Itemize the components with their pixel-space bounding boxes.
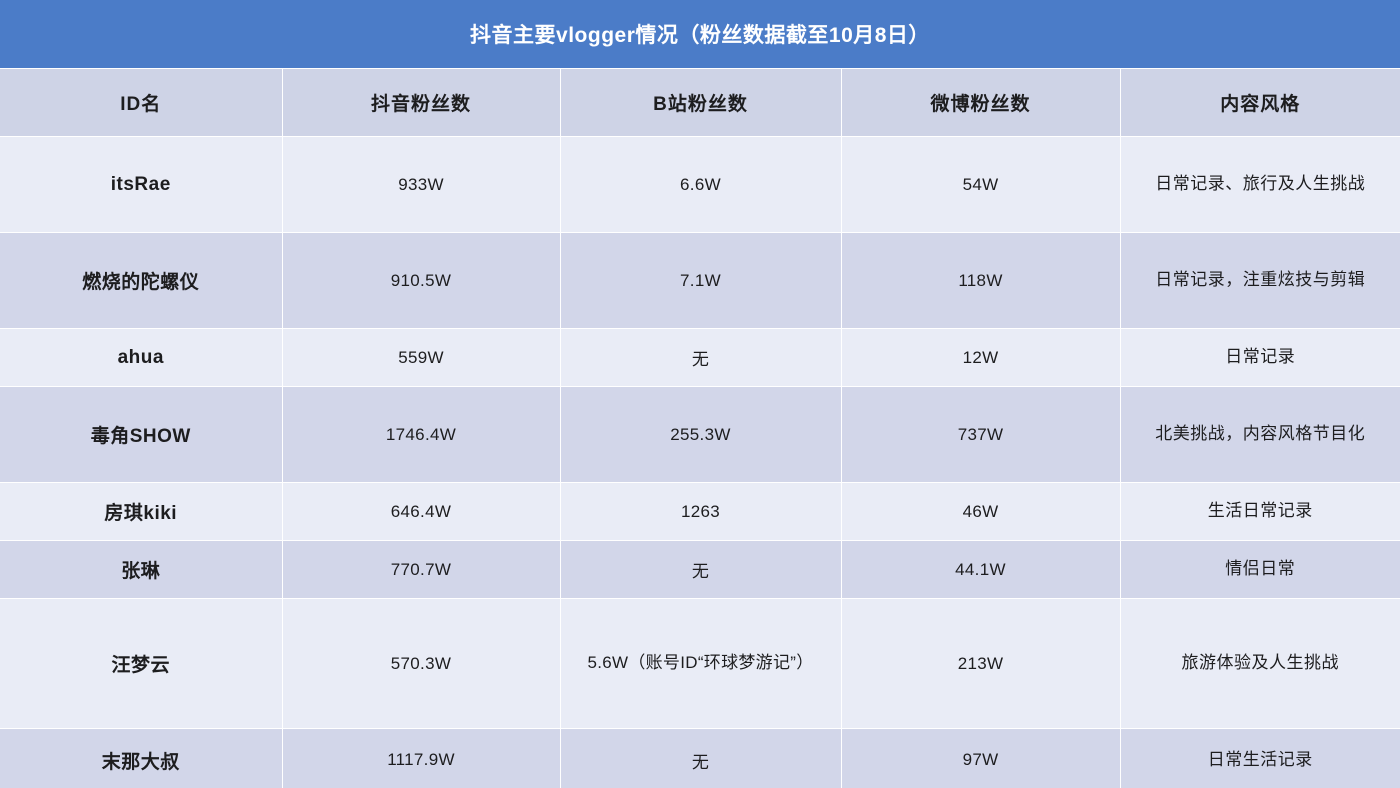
- cell-id: 燃烧的陀螺仪: [0, 232, 283, 329]
- table-body: itsRae 933W 6.6W 54W 日常记录、旅行及人生挑战 燃烧的陀螺仪…: [0, 136, 1400, 788]
- column-header-bilibili: B站粉丝数: [559, 68, 842, 137]
- column-header-style: 内容风格: [1119, 68, 1400, 137]
- cell-bilibili: 无: [559, 328, 842, 387]
- cell-style: 日常记录、旅行及人生挑战: [1119, 136, 1400, 233]
- column-header-id: ID名: [0, 68, 283, 137]
- cell-id: 房琪kiki: [0, 482, 283, 541]
- cell-douyin: 570.3W: [281, 598, 561, 729]
- cell-bilibili: 255.3W: [559, 386, 842, 483]
- table-header-row: ID名 抖音粉丝数 B站粉丝数 微博粉丝数 内容风格: [0, 68, 1400, 137]
- column-header-douyin: 抖音粉丝数: [281, 68, 561, 137]
- table-title-bar: 抖音主要vlogger情况（粉丝数据截至10月8日）: [0, 0, 1400, 68]
- cell-bilibili: 无: [559, 728, 842, 788]
- cell-style: 日常记录，注重炫技与剪辑: [1119, 232, 1400, 329]
- cell-style: 旅游体验及人生挑战: [1119, 598, 1400, 729]
- cell-weibo: 737W: [840, 386, 1121, 483]
- cell-id: 末那大叔: [0, 728, 283, 788]
- vlogger-data-table: ID名 抖音粉丝数 B站粉丝数 微博粉丝数 内容风格 itsRae 933W 6…: [0, 68, 1400, 788]
- cell-id: 毒角SHOW: [0, 386, 283, 483]
- column-header-weibo: 微博粉丝数: [840, 68, 1121, 137]
- cell-id: 汪梦云: [0, 598, 283, 729]
- cell-douyin: 559W: [281, 328, 561, 387]
- cell-id: 张琳: [0, 540, 283, 599]
- cell-douyin: 910.5W: [281, 232, 561, 329]
- cell-douyin: 646.4W: [281, 482, 561, 541]
- cell-style: 日常记录: [1119, 328, 1400, 387]
- cell-douyin: 1117.9W: [281, 728, 561, 788]
- cell-bilibili: 6.6W: [559, 136, 842, 233]
- table-row: ahua 559W 无 12W 日常记录: [0, 328, 1400, 387]
- table-header: ID名 抖音粉丝数 B站粉丝数 微博粉丝数 内容风格: [0, 68, 1400, 137]
- cell-douyin: 1746.4W: [281, 386, 561, 483]
- table-row: 燃烧的陀螺仪 910.5W 7.1W 118W 日常记录，注重炫技与剪辑: [0, 232, 1400, 329]
- cell-weibo: 54W: [840, 136, 1121, 233]
- cell-weibo: 118W: [840, 232, 1121, 329]
- page-title: 抖音主要vlogger情况（粉丝数据截至10月8日）: [470, 24, 930, 47]
- cell-style: 北美挑战，内容风格节目化: [1119, 386, 1400, 483]
- table-row: 汪梦云 570.3W 5.6W（账号ID“环球梦游记”） 213W 旅游体验及人…: [0, 598, 1400, 729]
- cell-weibo: 97W: [840, 728, 1121, 788]
- cell-weibo: 46W: [840, 482, 1121, 541]
- cell-weibo: 12W: [840, 328, 1121, 387]
- cell-id: ahua: [0, 328, 283, 387]
- cell-weibo: 213W: [840, 598, 1121, 729]
- table-row: itsRae 933W 6.6W 54W 日常记录、旅行及人生挑战: [0, 136, 1400, 233]
- cell-bilibili: 7.1W: [559, 232, 842, 329]
- cell-douyin: 933W: [281, 136, 561, 233]
- cell-douyin: 770.7W: [281, 540, 561, 599]
- cell-bilibili: 5.6W（账号ID“环球梦游记”）: [559, 598, 842, 729]
- cell-bilibili: 1263: [559, 482, 842, 541]
- cell-bilibili: 无: [559, 540, 842, 599]
- table-row: 毒角SHOW 1746.4W 255.3W 737W 北美挑战，内容风格节目化: [0, 386, 1400, 483]
- table-row: 末那大叔 1117.9W 无 97W 日常生活记录: [0, 728, 1400, 788]
- cell-weibo: 44.1W: [840, 540, 1121, 599]
- cell-style: 日常生活记录: [1119, 728, 1400, 788]
- cell-id: itsRae: [0, 136, 283, 233]
- table-row: 张琳 770.7W 无 44.1W 情侣日常: [0, 540, 1400, 599]
- table-row: 房琪kiki 646.4W 1263 46W 生活日常记录: [0, 482, 1400, 541]
- cell-style: 生活日常记录: [1119, 482, 1400, 541]
- cell-style: 情侣日常: [1119, 540, 1400, 599]
